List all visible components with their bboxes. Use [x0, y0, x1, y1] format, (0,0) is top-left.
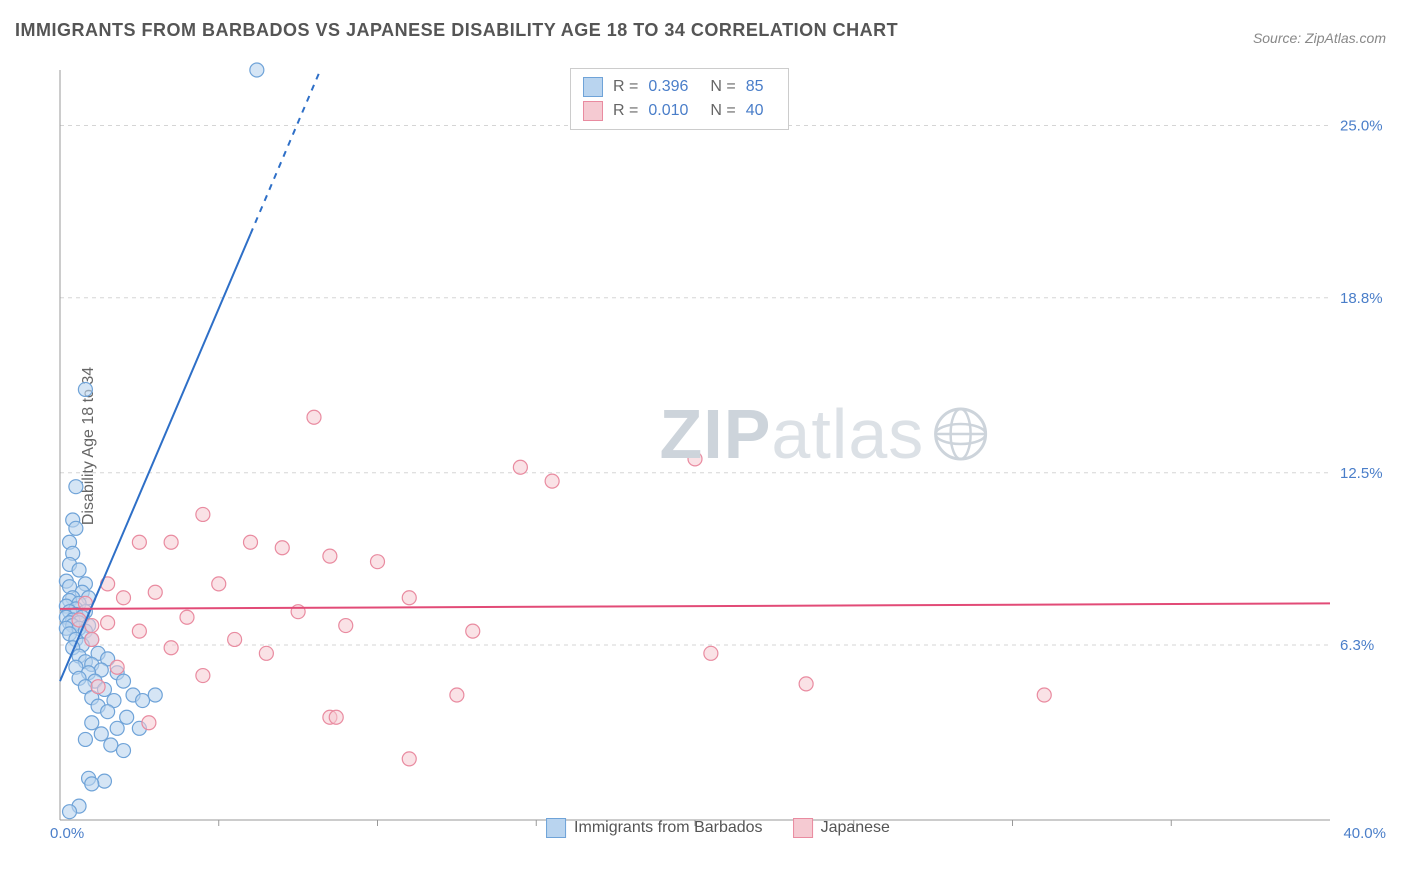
globe-icon	[930, 404, 990, 464]
correlation-row-0: R = 0.396 N = 85	[583, 75, 776, 99]
swatch-series-1	[583, 101, 603, 121]
legend-label-0: Immigrants from Barbados	[574, 819, 763, 837]
correlation-row-1: R = 0.010 N = 40	[583, 99, 776, 123]
r-value-0: 0.396	[648, 78, 688, 96]
svg-text:18.8%: 18.8%	[1340, 290, 1383, 307]
svg-text:6.3%: 6.3%	[1340, 637, 1374, 654]
watermark-atlas: atlas	[771, 394, 924, 474]
swatch-series-0	[583, 77, 603, 97]
n-value-1: 40	[746, 102, 764, 120]
watermark-zip: ZIP	[659, 394, 771, 474]
x-axis-min-label: 0.0%	[50, 825, 84, 842]
svg-text:12.5%: 12.5%	[1340, 465, 1383, 482]
x-axis-max-label: 40.0%	[1343, 825, 1386, 842]
legend-item-1: Japanese	[793, 818, 890, 838]
chart-title: IMMIGRANTS FROM BARBADOS VS JAPANESE DIS…	[15, 20, 898, 41]
r-label: R =	[613, 102, 638, 120]
chart-area: 6.3% 12.5% 18.8% 25.0% ZIPatlas R = 0.396 N…	[50, 60, 1386, 840]
n-label: N =	[710, 78, 735, 96]
n-value-0: 85	[746, 78, 764, 96]
r-value-1: 0.010	[648, 102, 688, 120]
series-legend: Immigrants from Barbados Japanese	[546, 818, 890, 838]
svg-text:25.0%: 25.0%	[1340, 118, 1383, 135]
n-label: N =	[710, 102, 735, 120]
legend-label-1: Japanese	[821, 819, 890, 837]
correlation-legend: R = 0.396 N = 85 R = 0.010 N = 40	[570, 68, 789, 130]
source-attribution: Source: ZipAtlas.com	[1253, 30, 1386, 46]
watermark: ZIPatlas	[659, 394, 990, 474]
swatch-series-0	[546, 818, 566, 838]
swatch-series-1	[793, 818, 813, 838]
legend-item-0: Immigrants from Barbados	[546, 818, 763, 838]
r-label: R =	[613, 78, 638, 96]
